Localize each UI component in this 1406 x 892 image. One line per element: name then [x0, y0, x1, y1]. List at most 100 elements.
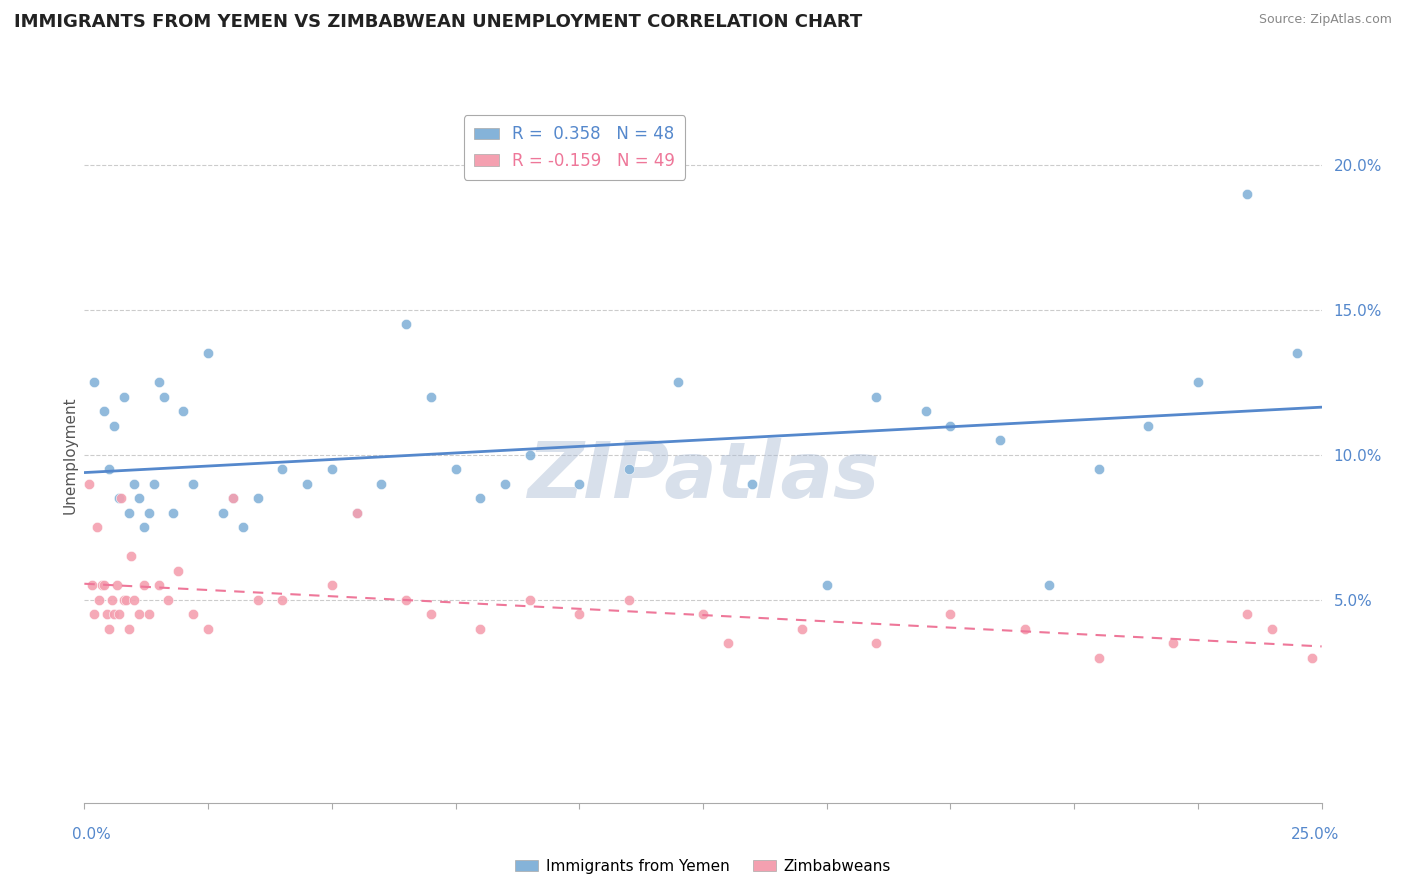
Point [790, 622, 813, 636]
Point [172, 404, 194, 418]
Point [395, 592, 418, 607]
Point [617, 592, 640, 607]
Point [865, 636, 887, 650]
Point [271, 462, 294, 476]
Point [692, 607, 714, 622]
Point [90, 578, 112, 592]
Point [98, 462, 121, 476]
Point [122, 592, 145, 607]
Point [246, 592, 269, 607]
Text: IMMIGRANTS FROM YEMEN VS ZIMBABWEAN UNEMPLOYMENT CORRELATION CHART: IMMIGRANTS FROM YEMEN VS ZIMBABWEAN UNEM… [14, 13, 862, 31]
Point [89, 592, 111, 607]
Point [103, 607, 125, 622]
Text: Source: ZipAtlas.com: Source: ZipAtlas.com [1258, 13, 1392, 27]
Point [1261, 622, 1284, 636]
Point [419, 390, 441, 404]
Legend: Immigrants from Yemen, Zimbabweans: Immigrants from Yemen, Zimbabweans [509, 853, 897, 880]
Point [83, 376, 105, 390]
Point [148, 578, 170, 592]
Point [1301, 651, 1323, 665]
Point [939, 419, 962, 434]
Point [128, 491, 150, 506]
Point [108, 491, 131, 506]
Point [112, 390, 135, 404]
Point [181, 607, 204, 622]
Point [321, 462, 343, 476]
Point [132, 520, 155, 534]
Point [346, 506, 368, 520]
Point [142, 476, 165, 491]
Point [246, 491, 269, 506]
Point [100, 592, 122, 607]
Point [419, 607, 441, 622]
Point [568, 607, 591, 622]
Text: 0.0%: 0.0% [72, 827, 111, 841]
Legend: R =  0.358   N = 48, R = -0.159   N = 49: R = 0.358 N = 48, R = -0.159 N = 49 [464, 115, 685, 179]
Point [120, 549, 142, 564]
Point [519, 592, 541, 607]
Point [138, 607, 160, 622]
Point [395, 318, 418, 332]
Point [717, 636, 740, 650]
Point [914, 404, 936, 418]
Text: 25.0%: 25.0% [1291, 827, 1339, 841]
Point [988, 434, 1011, 448]
Point [1014, 622, 1036, 636]
Point [86, 520, 108, 534]
Point [118, 622, 141, 636]
Point [157, 592, 180, 607]
Point [108, 607, 131, 622]
Point [197, 346, 219, 360]
Point [617, 462, 640, 476]
Point [321, 578, 343, 592]
Point [1137, 419, 1160, 434]
Point [132, 578, 155, 592]
Point [444, 462, 467, 476]
Point [346, 506, 368, 520]
Point [197, 622, 219, 636]
Point [494, 476, 516, 491]
Point [128, 607, 150, 622]
Point [222, 491, 245, 506]
Point [1236, 187, 1258, 202]
Point [939, 607, 962, 622]
Point [93, 578, 115, 592]
Point [148, 376, 170, 390]
Point [519, 448, 541, 462]
Point [370, 476, 392, 491]
Point [83, 607, 105, 622]
Point [470, 622, 492, 636]
Point [93, 404, 115, 418]
Point [96, 607, 118, 622]
Point [110, 491, 132, 506]
Point [98, 622, 121, 636]
Point [79, 476, 101, 491]
Point [222, 491, 245, 506]
Point [112, 592, 135, 607]
Point [815, 578, 838, 592]
Point [181, 476, 204, 491]
Point [1161, 636, 1184, 650]
Text: ZIPatlas: ZIPatlas [527, 438, 879, 514]
Point [212, 506, 235, 520]
Point [122, 476, 145, 491]
Point [1088, 462, 1111, 476]
Point [1187, 376, 1209, 390]
Point [568, 476, 591, 491]
Point [80, 578, 103, 592]
Point [470, 491, 492, 506]
Point [118, 506, 141, 520]
Point [1038, 578, 1060, 592]
Point [666, 376, 689, 390]
Point [1285, 346, 1308, 360]
Point [741, 476, 763, 491]
Point [295, 476, 318, 491]
Point [105, 578, 128, 592]
Y-axis label: Unemployment: Unemployment [62, 396, 77, 514]
Point [152, 390, 174, 404]
Point [167, 564, 190, 578]
Point [138, 506, 160, 520]
Point [1088, 651, 1111, 665]
Point [271, 592, 294, 607]
Point [162, 506, 184, 520]
